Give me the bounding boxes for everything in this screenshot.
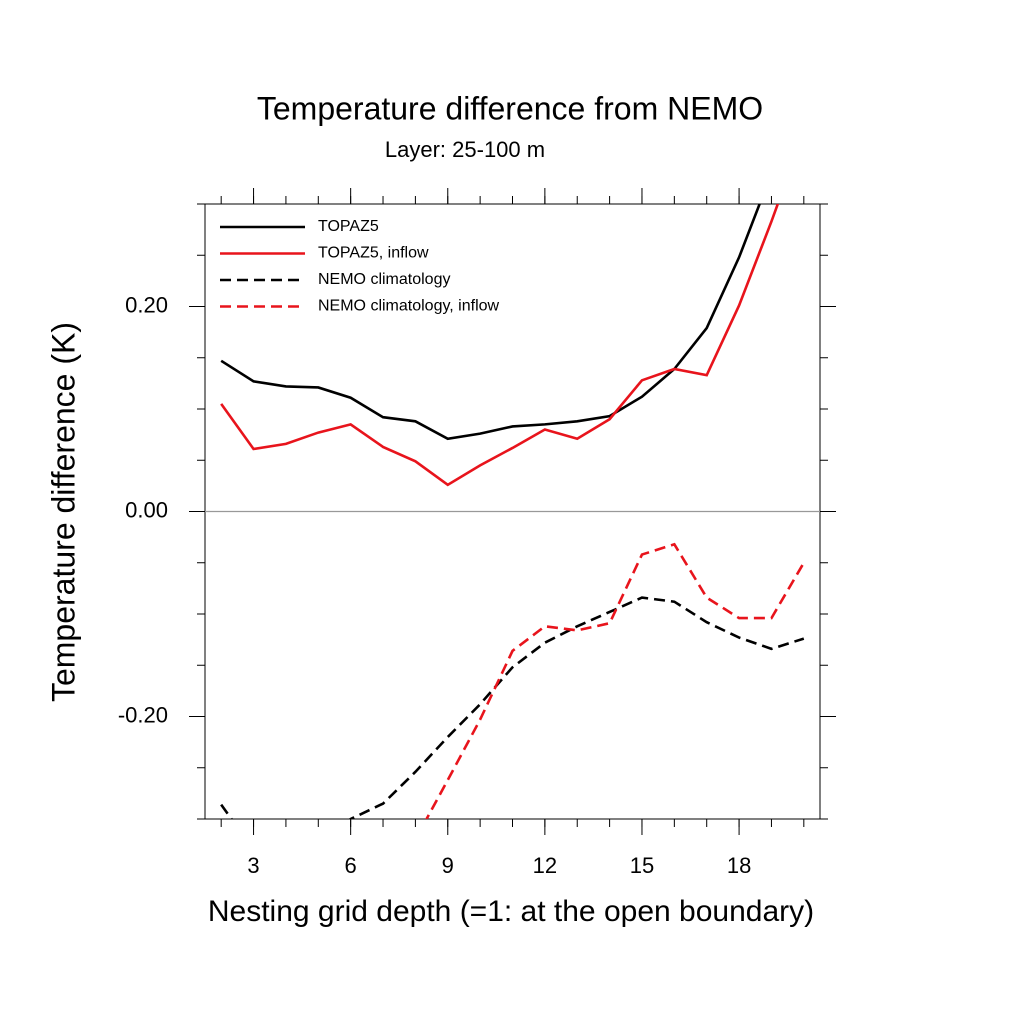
y-tick-label: -0.20 [118,702,168,727]
x-tick-label: 15 [630,853,654,878]
series-line [220,204,761,441]
x-tick-label: 3 [247,853,259,878]
legend-label: NEMO climatology, inflow [318,298,500,315]
legend-label: TOPAZ5 [318,218,379,235]
x-axis-label: Nesting grid depth (=1: at the open boun… [208,895,814,928]
y-tick-label: 0.00 [125,497,168,522]
chart-subtitle: Layer: 25-100 m [385,137,545,162]
legend-label: TOPAZ5, inflow [318,245,429,262]
chart-title: Temperature difference from NEMO [257,90,763,126]
legend-label: NEMO climatology [318,271,450,288]
x-tick-label: 6 [345,853,357,878]
y-tick-label: 0.20 [125,292,168,317]
x-tick-label: 12 [533,853,557,878]
plot-lines [220,204,805,819]
series-line [220,596,805,819]
series-line [220,204,780,487]
y-axis-label: Temperature difference (K) [45,322,81,702]
series-line [425,542,805,819]
x-tick-label: 18 [727,853,751,878]
x-tick-label: 9 [442,853,454,878]
